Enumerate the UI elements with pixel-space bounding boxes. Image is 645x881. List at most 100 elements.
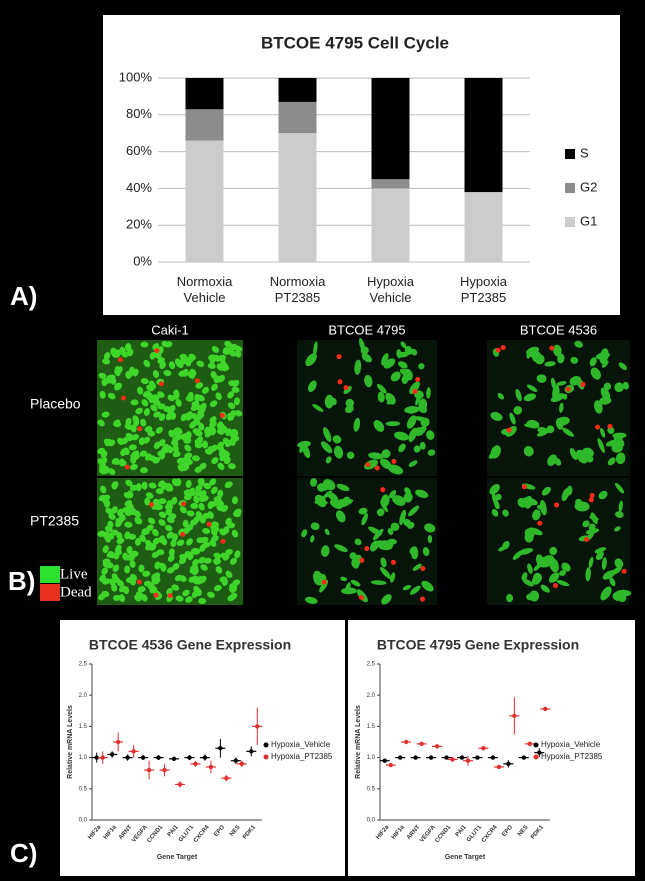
live-cell <box>224 481 233 489</box>
live-cell <box>585 567 591 582</box>
live-cell <box>209 400 218 408</box>
live-cell <box>225 548 233 556</box>
live-cell <box>377 383 387 394</box>
live-cell <box>346 451 355 460</box>
live-cell <box>168 361 176 370</box>
live-cell <box>204 426 211 435</box>
live-cell <box>158 535 165 543</box>
panel-a-background <box>103 15 620 315</box>
live-cell <box>100 450 108 459</box>
live-cell <box>589 357 597 367</box>
live-cell <box>588 556 594 568</box>
live-cell <box>110 376 117 385</box>
live-cell <box>380 458 392 470</box>
live-cell <box>134 594 142 602</box>
live-cell <box>399 368 411 377</box>
live-cell <box>168 429 175 438</box>
y-tick-label: 1.5 <box>367 724 376 730</box>
live-cell <box>547 454 557 466</box>
live-cell <box>529 590 540 602</box>
live-cell <box>124 565 131 574</box>
live-cell <box>310 535 315 543</box>
live-cell <box>618 362 628 371</box>
dead-cell <box>607 423 613 429</box>
bar-segment <box>185 140 224 262</box>
live-cell <box>155 426 163 434</box>
live-cell <box>187 391 194 400</box>
live-cell <box>114 382 121 391</box>
y-tick-label: 1.0 <box>367 755 376 761</box>
live-cell <box>98 494 107 502</box>
mean-point <box>131 749 136 754</box>
legend-label: G2 <box>580 179 597 194</box>
live-cell <box>131 433 140 441</box>
live-cell <box>186 510 195 517</box>
live-cell <box>98 593 106 601</box>
panel-label: C) <box>10 838 37 868</box>
live-cell <box>360 346 369 355</box>
live-cell <box>164 524 173 532</box>
live-cell <box>609 577 616 587</box>
dead-cell <box>420 596 426 602</box>
live-cell <box>334 544 348 553</box>
live-cell <box>597 438 605 453</box>
live-cell <box>546 425 555 434</box>
live-cell <box>370 580 387 585</box>
mean-point <box>146 767 152 773</box>
dead-cell <box>506 427 512 433</box>
live-cell <box>103 352 111 360</box>
live-cell <box>398 443 406 453</box>
y-tick-label: 2.0 <box>79 693 88 699</box>
live-cell <box>561 562 571 572</box>
live-cell <box>390 572 396 583</box>
live-cell <box>175 478 182 487</box>
live-cell <box>515 388 522 402</box>
live-cell <box>426 387 431 399</box>
dead-cell <box>391 458 397 464</box>
live-cell <box>211 521 220 528</box>
live-cell <box>193 495 200 504</box>
y-tick-label: 0.0 <box>367 818 376 824</box>
live-cell <box>377 425 384 432</box>
live-cell <box>522 578 534 587</box>
y-tick-label: 1.0 <box>79 755 88 761</box>
live-cell <box>171 584 180 591</box>
live-cell <box>104 499 111 508</box>
y-tick-label: 60% <box>126 143 152 158</box>
live-cell <box>233 508 242 516</box>
live-cell <box>122 506 131 513</box>
live-cell <box>211 457 219 465</box>
dead-cell <box>153 592 159 598</box>
image-column-title: BTCOE 4536 <box>520 322 597 337</box>
live-cell <box>122 552 129 561</box>
live-cell <box>358 507 368 515</box>
mean-point <box>496 764 502 770</box>
mean-point <box>125 755 130 760</box>
live-cell <box>421 580 434 592</box>
live-cell <box>150 404 158 412</box>
live-cell <box>209 478 217 486</box>
live-cell <box>125 479 133 487</box>
live-cell <box>158 498 167 505</box>
live-cell <box>230 557 237 565</box>
dead-cell <box>359 557 365 563</box>
live-cell <box>537 427 549 434</box>
live-cell <box>575 498 583 506</box>
live-cell <box>532 351 541 362</box>
live-cell <box>196 436 204 444</box>
live-cell <box>217 462 225 471</box>
live-cell <box>104 525 113 532</box>
dead-cell <box>206 521 212 527</box>
live-cell <box>233 397 240 406</box>
live-cell <box>392 495 406 506</box>
bar-segment <box>371 179 410 189</box>
live-cell <box>612 591 625 601</box>
live-cell <box>139 534 146 543</box>
live-cell <box>310 522 320 531</box>
mean-point <box>413 755 418 760</box>
live-cell <box>182 519 189 528</box>
live-cell <box>140 341 149 348</box>
dead-cell <box>595 424 601 430</box>
live-cell <box>400 341 407 349</box>
live-cell <box>502 509 509 517</box>
